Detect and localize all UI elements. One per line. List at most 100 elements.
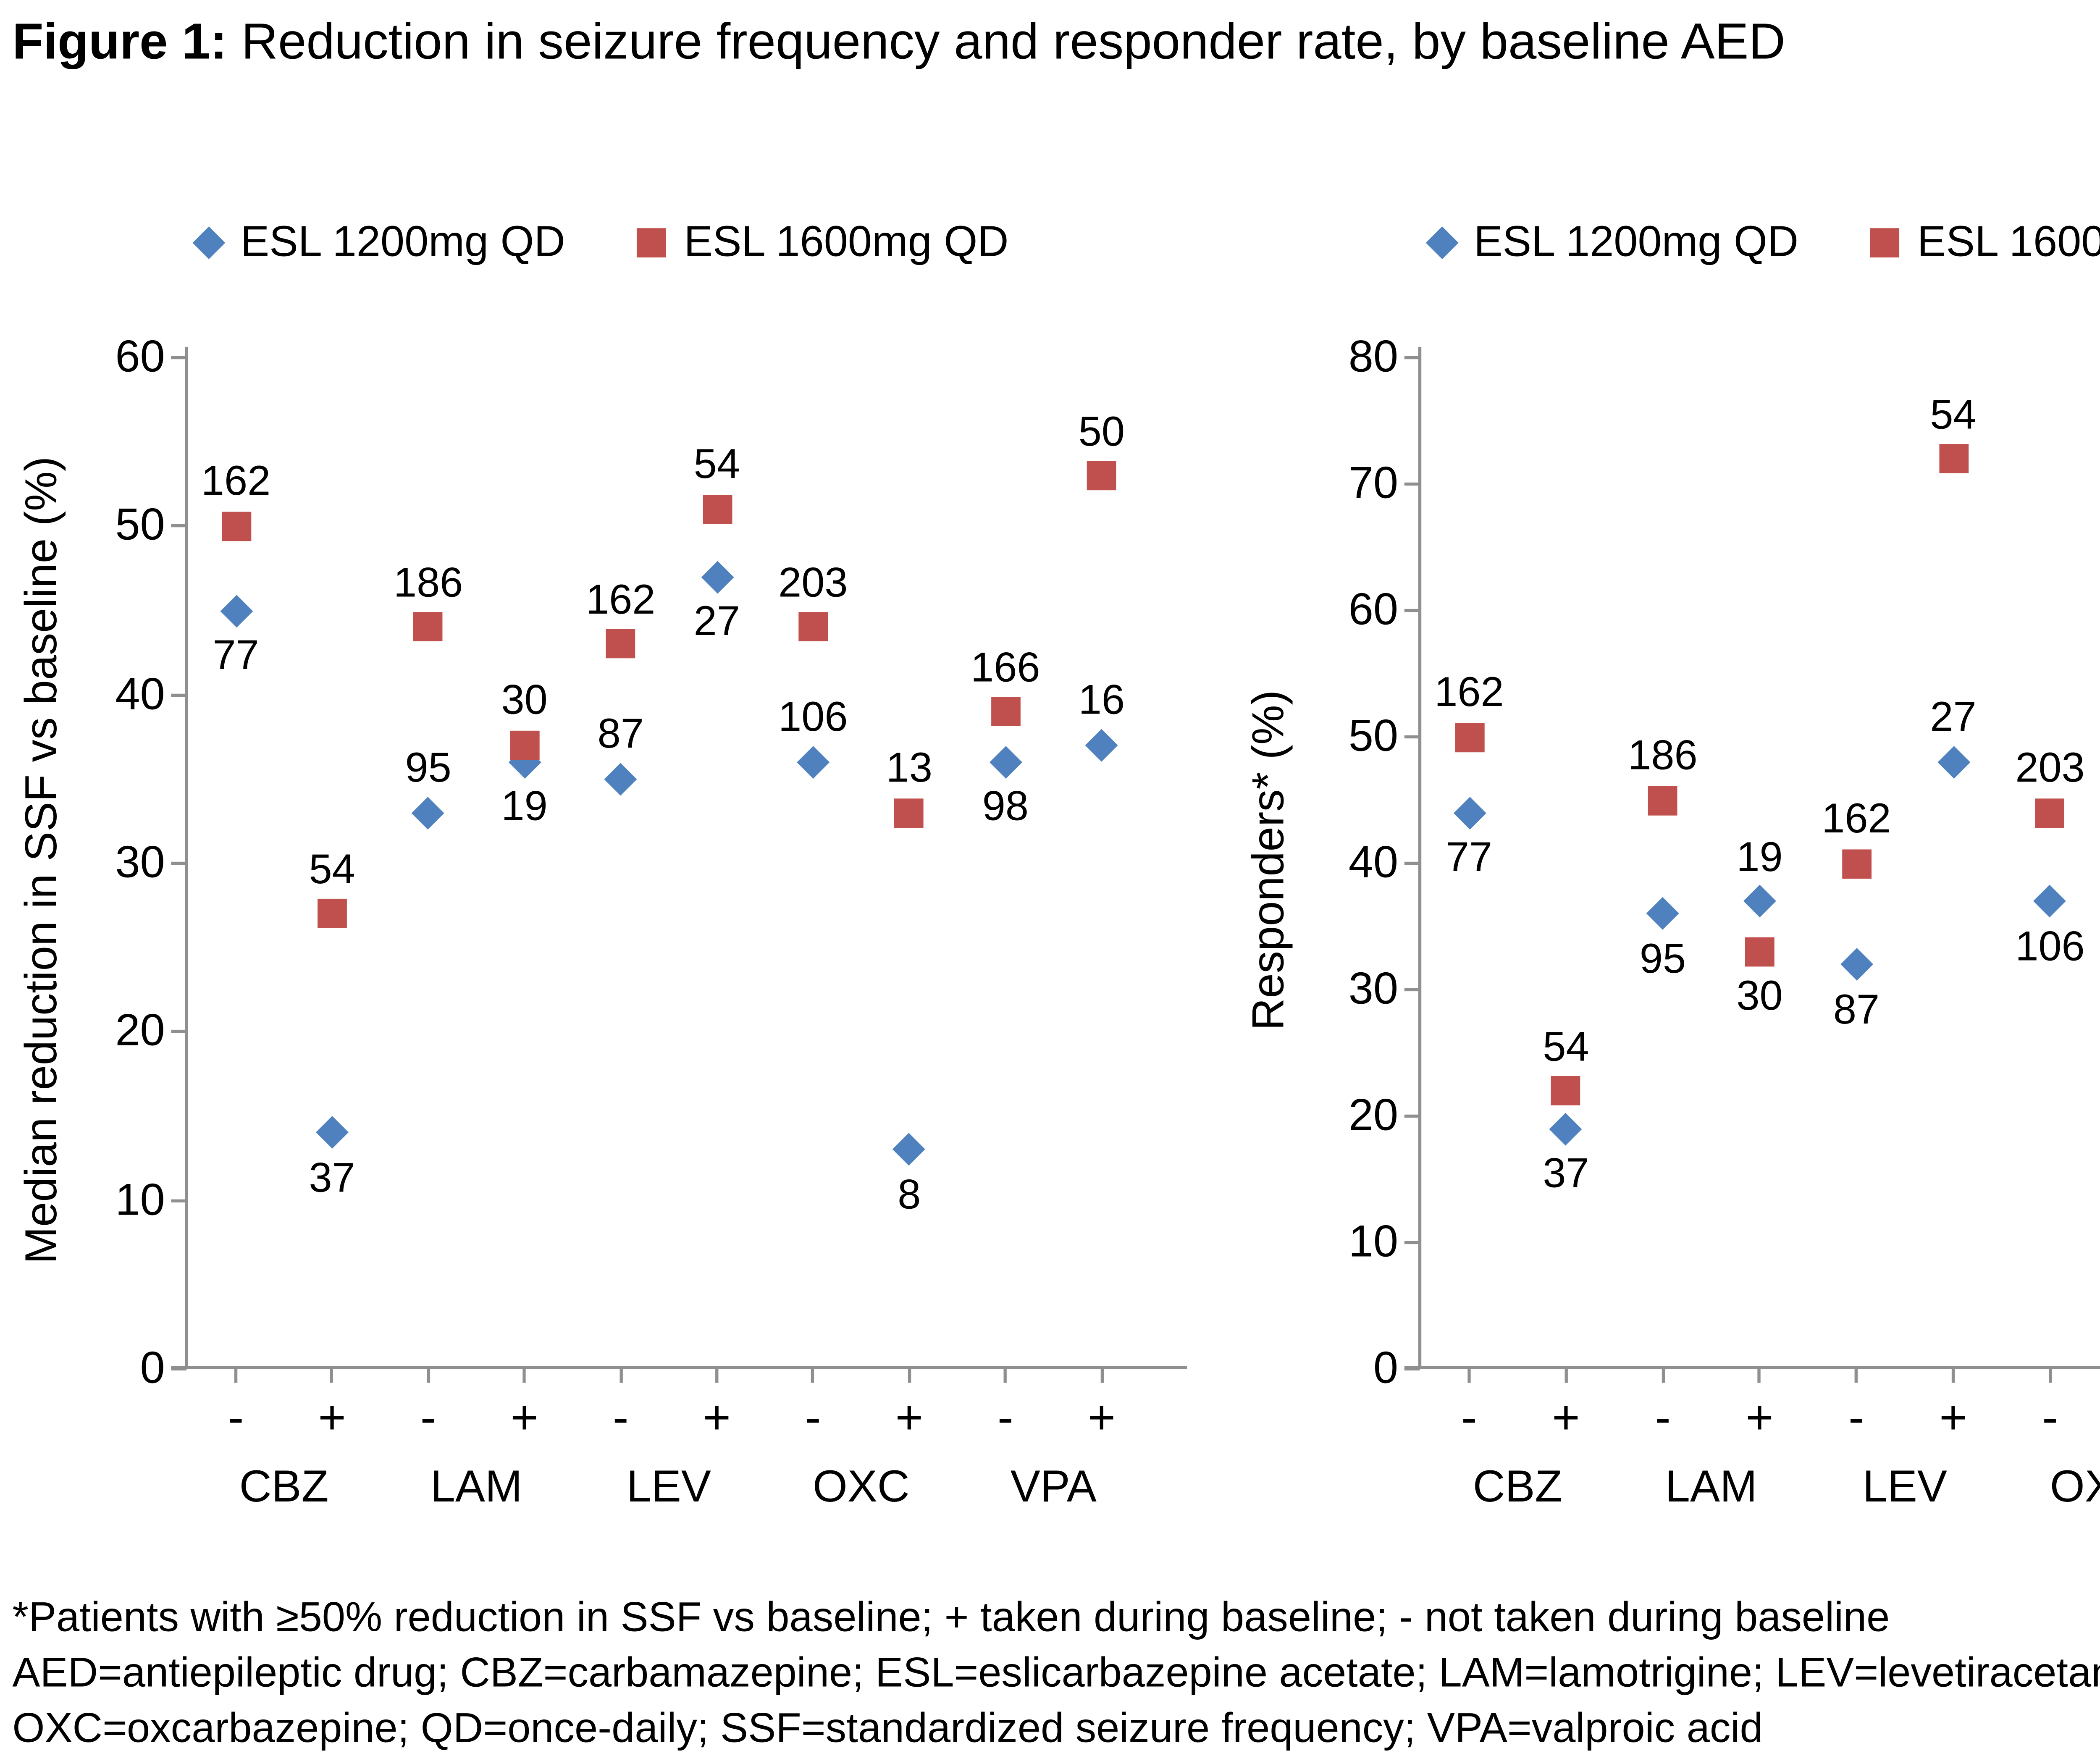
y-tick <box>1404 861 1420 865</box>
y-tick <box>171 1030 187 1034</box>
data-point-marker <box>894 798 924 827</box>
legend-diamond-icon <box>1425 226 1459 259</box>
y-tick-label: 10 <box>115 1176 165 1225</box>
x-tick <box>619 1369 622 1383</box>
figure-title-text: Reduction in seizure frequency and respo… <box>227 12 1785 70</box>
data-point-n-label: 106 <box>2015 923 2085 969</box>
data-point-n-label: 27 <box>693 598 740 645</box>
y-tick-label: 80 <box>1348 333 1399 383</box>
x-tick <box>1855 1369 1858 1383</box>
data-point-n-label: 30 <box>501 677 548 724</box>
x-tick <box>1100 1369 1103 1383</box>
data-point-n-label: 16 <box>1078 677 1125 724</box>
data-point-n-label: 87 <box>597 711 644 758</box>
data-point-marker <box>317 899 347 929</box>
y-tick-label: 60 <box>115 333 165 383</box>
data-point-n-label: 98 <box>982 784 1029 830</box>
y-axis-title: Responders* (%) <box>1244 690 1294 1031</box>
x-category-label: LEV <box>1862 1463 1947 1512</box>
legend-right: ESL 1200mg QD ESL 1600mg QD <box>1425 217 2100 265</box>
data-point-n-label: 77 <box>213 632 259 679</box>
data-point-n-label: 203 <box>2015 745 2085 791</box>
data-point-marker <box>702 494 732 524</box>
y-tick-label: 50 <box>115 501 165 551</box>
footnote-line: *Patients with ≥50% reduction in SSF vs … <box>12 1594 1890 1641</box>
figure-title: Figure 1: Reduction in seizure frequency… <box>12 8 1785 76</box>
x-category-label: LAM <box>430 1463 522 1512</box>
legend-label-esl1200: ESL 1200mg QD <box>240 217 565 265</box>
x-sign-label: + <box>703 1390 731 1445</box>
data-point-marker <box>2035 798 2065 827</box>
data-point-n-label: 50 <box>1078 407 1125 454</box>
data-point-n-label: 166 <box>971 643 1040 690</box>
data-point-marker <box>1549 1112 1583 1145</box>
x-tick <box>426 1369 430 1383</box>
data-point-n-label: 77 <box>1446 834 1493 881</box>
data-point-marker <box>509 730 539 760</box>
data-point-marker <box>2034 885 2066 918</box>
data-point-marker <box>1648 785 1677 815</box>
y-tick-label: 0 <box>1373 1344 1399 1394</box>
y-axis-line <box>185 346 188 1369</box>
data-point-n-label: 54 <box>693 441 740 488</box>
y-tick <box>171 1199 187 1202</box>
x-tick <box>908 1369 911 1383</box>
y-tick-label: 30 <box>1348 965 1399 1015</box>
x-sign-label: - <box>805 1390 821 1445</box>
x-sign-label: - <box>1461 1390 1477 1445</box>
data-point-n-label: 162 <box>1434 669 1504 716</box>
x-category-label: VPA <box>1010 1463 1097 1512</box>
legend-square-icon <box>1869 227 1899 257</box>
data-point-n-label: 19 <box>501 784 548 830</box>
y-tick <box>1404 1241 1420 1244</box>
x-tick <box>1951 1369 1955 1383</box>
data-point-n-label: 13 <box>886 745 932 791</box>
x-axis-line <box>1404 1366 2100 1369</box>
y-tick <box>1404 988 1420 992</box>
y-tick-label: 10 <box>1348 1218 1399 1268</box>
legend-label-esl1200: ESL 1200mg QD <box>1473 217 1799 265</box>
data-point-marker <box>1551 1076 1581 1106</box>
y-tick-label: 40 <box>1348 838 1399 888</box>
data-point-n-label: 37 <box>309 1154 355 1201</box>
data-point-marker <box>798 612 828 642</box>
legend-square-icon <box>636 227 666 257</box>
x-sign-label: - <box>1655 1390 1671 1445</box>
data-point-marker <box>221 511 251 541</box>
x-sign-label: - <box>612 1390 629 1445</box>
x-sign-label: + <box>1746 1390 1774 1445</box>
x-sign-label: + <box>1939 1390 1967 1445</box>
x-tick <box>1467 1369 1471 1383</box>
y-tick-label: 40 <box>115 670 165 719</box>
x-category-label: OXC <box>2050 1463 2100 1512</box>
data-point-n-label: 162 <box>201 458 271 505</box>
x-sign-label: - <box>1848 1390 1864 1445</box>
y-tick-label: 20 <box>1348 1091 1399 1141</box>
y-tick <box>1404 735 1420 739</box>
y-axis-line <box>1418 346 1422 1369</box>
data-point-marker <box>315 1116 349 1150</box>
data-point-marker <box>1743 885 1776 918</box>
y-tick <box>171 525 187 528</box>
data-point-n-label: 106 <box>778 694 848 741</box>
x-category-label: LAM <box>1665 1463 1757 1512</box>
y-tick <box>171 861 187 865</box>
x-sign-label: + <box>318 1390 346 1445</box>
x-tick <box>1564 1369 1568 1383</box>
data-point-marker <box>700 560 733 593</box>
data-point-marker <box>1745 937 1774 967</box>
legend-label-esl1600: ESL 1600mg QD <box>1917 217 2100 265</box>
x-tick <box>1758 1369 1761 1383</box>
x-tick <box>811 1369 815 1383</box>
y-tick-label: 20 <box>115 1007 165 1057</box>
data-point-marker <box>412 796 445 829</box>
x-sign-label: + <box>1087 1390 1116 1445</box>
figure-number: Figure 1: <box>12 12 227 70</box>
data-point-marker <box>1453 796 1486 829</box>
data-point-marker <box>1646 897 1679 930</box>
data-point-marker <box>1842 848 1871 878</box>
data-point-marker <box>796 745 830 779</box>
data-point-n-label: 186 <box>393 559 463 606</box>
data-point-marker <box>219 594 252 627</box>
